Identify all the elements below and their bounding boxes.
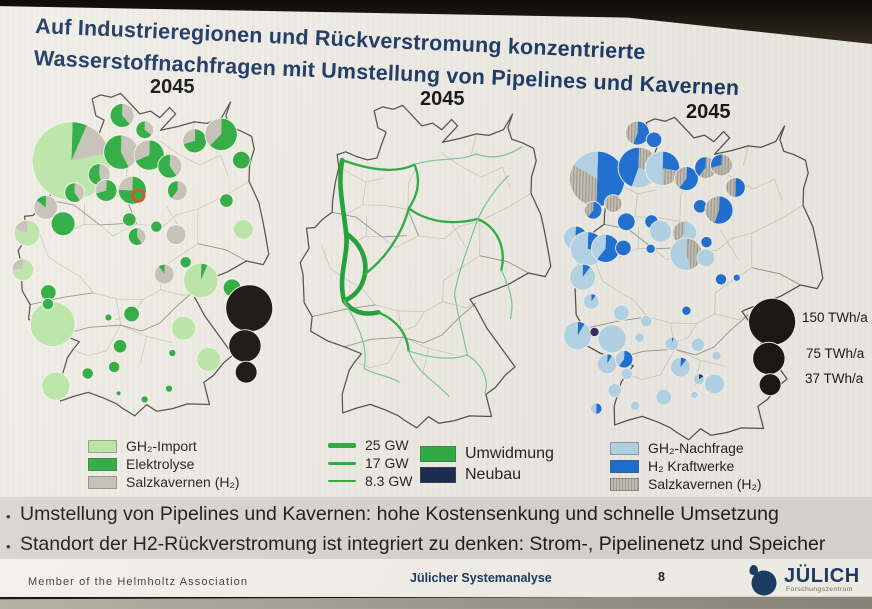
year-label-left: 2045: [150, 76, 195, 98]
lightgreen-swatch-icon: [88, 439, 117, 453]
navy-swatch-icon: [420, 467, 456, 483]
page-number: 8: [658, 570, 665, 584]
medium-line-icon: [328, 461, 356, 465]
legend-label: 17 GW: [365, 455, 409, 471]
germany-map-pipelines: [299, 104, 552, 429]
legend-row: H₂ Kraftwerke: [610, 458, 762, 474]
bullet-text-2: Standort der H2-Rückverstromung ist inte…: [20, 533, 826, 555]
germany-map-import-electrolysis: [11, 92, 274, 417]
legend-row: Salzkavernen (H₂): [88, 474, 240, 490]
size-legend-150: 150 TWh/a: [802, 310, 868, 325]
juelich-logo: JÜLICH Forschungszentrum: [746, 562, 868, 596]
footer-association: Member of the Helmholtz Association: [28, 576, 249, 588]
legend-row: GH₂-Import: [88, 438, 240, 454]
hatched-gray-swatch-icon: [610, 477, 639, 491]
lightblue-swatch-icon: [610, 441, 639, 455]
bullet-text-1: Umstellung von Pipelines und Kavernen: h…: [20, 503, 779, 525]
green-swatch-icon: [420, 446, 456, 462]
footer-series-title: Jülicher Systemanalyse: [410, 571, 552, 585]
germany-map-demand-powerplants: [562, 116, 824, 441]
juelich-logo-text: JÜLICH: [784, 565, 860, 587]
legend-row: Umwidmung: [420, 445, 554, 462]
legend-row: GH₂-Nachfrage: [610, 440, 762, 456]
juelich-logo-icon: [746, 563, 777, 596]
legend-label: H₂ Kraftwerke: [648, 458, 735, 474]
bullet-icon: •: [6, 509, 11, 524]
slide-footer: Member of the Helmholtz Association Jüli…: [0, 559, 872, 596]
legend-label: Salzkavernen (H₂): [126, 474, 240, 490]
thin-line-icon: [328, 480, 356, 482]
legend-left: GH₂-Import Elektrolyse Salzkavernen (H₂): [88, 438, 240, 490]
legend-label: 25 GW: [365, 437, 409, 453]
size-legend-75: 75 TWh/a: [806, 346, 865, 361]
juelich-logo-subtext: Forschungszentrum: [786, 586, 853, 593]
legend-row: 8.3 GW: [328, 473, 413, 489]
year-label-middle: 2045: [420, 88, 465, 110]
green-swatch-icon: [88, 457, 117, 471]
legend-row: Neubau: [420, 466, 554, 483]
legend-row: 25 GW: [328, 437, 412, 453]
legend-label: GH₂-Nachfrage: [648, 440, 744, 456]
legend-label: Neubau: [465, 466, 522, 483]
legend-label: Umwidmung: [465, 445, 554, 462]
bullet-icon: •: [6, 539, 11, 554]
legend-label: Elektrolyse: [126, 456, 195, 472]
legend-row: Elektrolyse: [88, 456, 240, 472]
key-messages-band: • Umstellung von Pipelines und Kavernen:…: [0, 497, 872, 559]
size-legend-37: 37 TWh/a: [805, 371, 864, 386]
legend-right: GH₂-Nachfrage H₂ Kraftwerke Salzkavernen…: [610, 440, 762, 492]
legend-row: 17 GW: [328, 455, 412, 471]
legend-middle-colors: Umwidmung Neubau: [420, 445, 554, 483]
legend-middle-lines: 25 GW 17 GW 8.3 GW: [328, 437, 413, 489]
gray-swatch-icon: [88, 475, 117, 489]
legend-label: 8.3 GW: [365, 473, 413, 489]
legend-row: Salzkavernen (H₂): [610, 476, 762, 492]
legend-label: GH₂-Import: [126, 438, 197, 454]
thick-line-icon: [328, 442, 356, 448]
blue-swatch-icon: [610, 459, 639, 473]
legend-label: Salzkavernen (H₂): [648, 476, 762, 492]
year-label-right: 2045: [686, 101, 731, 123]
monitor-bezel-bottom: [0, 596, 872, 609]
